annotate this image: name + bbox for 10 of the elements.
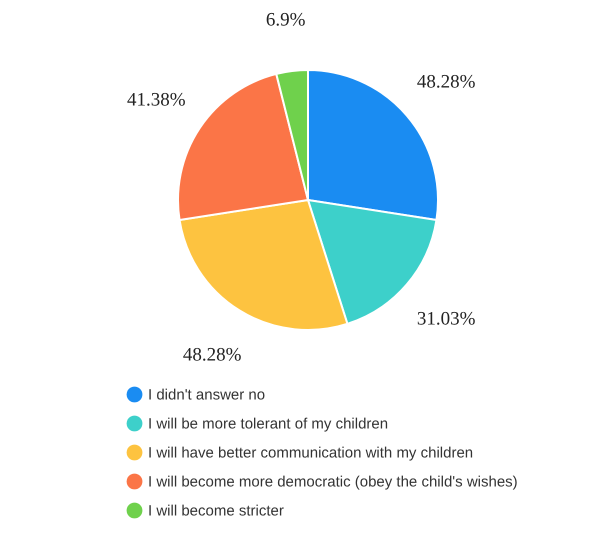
legend-label: I will have better communication with my children bbox=[148, 444, 474, 462]
legend-label: I will become stricter bbox=[148, 502, 284, 520]
data-label: 41.38% bbox=[126, 89, 186, 110]
legend-label: I will be more tolerant of my children bbox=[148, 416, 388, 432]
data-label: 6.9% bbox=[266, 9, 306, 30]
data-label: 31.03% bbox=[416, 308, 476, 330]
data-label: 48.28% bbox=[182, 344, 242, 366]
legend-label: I didn't answer no bbox=[148, 386, 266, 404]
legend-label: I will become more democratic (obey the child's wishes) bbox=[148, 474, 518, 490]
data-label: 48.28% bbox=[416, 72, 476, 93]
